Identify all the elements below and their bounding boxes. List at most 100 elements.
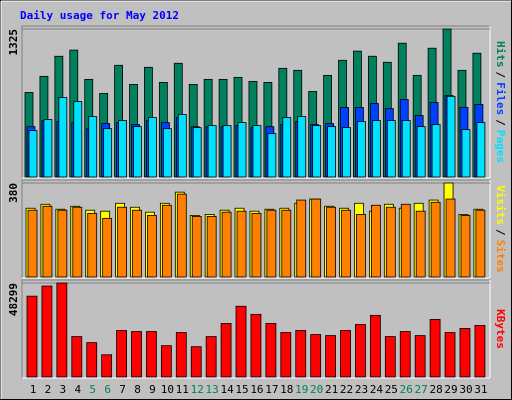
bar — [56, 282, 68, 378]
x-tick-label: 2 — [45, 383, 52, 396]
x-tick-label: 18 — [280, 383, 293, 396]
bar — [357, 121, 366, 178]
bar — [369, 314, 381, 378]
bar — [414, 335, 426, 378]
bar — [385, 206, 396, 278]
bar — [250, 313, 262, 378]
bar — [88, 116, 98, 178]
bar — [222, 125, 232, 178]
x-tick-label: 28 — [429, 383, 442, 396]
bar — [475, 209, 486, 278]
y-tick-label: 1325 — [7, 29, 20, 56]
bar — [26, 295, 38, 378]
bar — [415, 210, 426, 278]
bar — [356, 214, 366, 278]
bar — [400, 203, 411, 278]
bar — [460, 215, 471, 278]
bar — [58, 97, 68, 178]
x-tick-label: 19 — [295, 383, 308, 396]
bar — [325, 335, 337, 378]
bar — [132, 209, 142, 278]
bar — [311, 198, 322, 278]
x-tick-label: 5 — [89, 383, 96, 396]
x-tick-label: 17 — [265, 383, 278, 396]
y-tick-label: 380 — [7, 183, 20, 203]
x-tick-label: 27 — [415, 383, 428, 396]
bar — [148, 117, 157, 178]
bar — [87, 213, 98, 278]
legend: KBytes — [494, 309, 507, 349]
bar — [266, 209, 277, 278]
bar — [340, 330, 351, 378]
legend-entry: KBytes — [494, 309, 507, 349]
x-tick-label: 8 — [134, 383, 141, 396]
x-tick-label: 7 — [119, 383, 126, 396]
bar — [310, 334, 322, 378]
bar — [444, 332, 456, 378]
bar — [459, 328, 471, 378]
bar — [342, 127, 351, 178]
bar — [430, 201, 441, 278]
bar — [297, 116, 307, 178]
x-tick-label: 11 — [176, 383, 189, 396]
bar — [177, 114, 187, 178]
bar — [176, 193, 187, 278]
bar — [221, 211, 232, 278]
bar — [355, 324, 366, 378]
bar — [42, 205, 53, 278]
bar — [474, 325, 486, 378]
bar — [133, 126, 142, 178]
bar — [370, 204, 381, 278]
bar — [429, 318, 441, 378]
x-tick-label: 12 — [191, 383, 204, 396]
bar — [296, 199, 307, 278]
legend-entry: Sites — [494, 240, 507, 273]
legend-entry: Hits — [494, 41, 507, 68]
bar — [146, 331, 157, 378]
x-tick-label: 6 — [104, 383, 111, 396]
bar — [295, 330, 307, 378]
x-tick-label: 21 — [325, 383, 338, 396]
bar — [280, 332, 292, 378]
x-tick-label: 22 — [340, 383, 353, 396]
bar — [41, 285, 53, 378]
bar — [191, 215, 202, 278]
x-tick-label: 15 — [235, 383, 248, 396]
bar — [461, 129, 471, 178]
bar — [73, 101, 83, 178]
bar — [160, 345, 172, 378]
bar — [431, 124, 441, 178]
bar — [117, 206, 127, 278]
bar — [162, 128, 172, 178]
x-tick-label: 10 — [161, 383, 174, 396]
bar — [27, 209, 38, 278]
bar — [101, 354, 113, 378]
bar — [312, 125, 322, 178]
bar — [265, 323, 277, 378]
bar — [401, 120, 411, 178]
legend: Visits / Sites — [494, 185, 507, 273]
bar — [237, 122, 247, 178]
bar — [71, 336, 83, 378]
bar — [86, 342, 98, 378]
bar — [161, 204, 172, 278]
bar — [341, 209, 351, 278]
bar — [190, 346, 202, 378]
bar — [327, 126, 337, 178]
bar — [147, 215, 157, 278]
bar — [399, 331, 411, 378]
x-tick-label: 25 — [385, 383, 398, 396]
x-tick-label: 29 — [444, 383, 457, 396]
bar — [207, 125, 217, 178]
bar — [43, 119, 53, 178]
bar — [116, 330, 127, 378]
x-tick-label: 16 — [250, 383, 263, 396]
bar — [72, 206, 83, 278]
bar — [282, 117, 292, 178]
bar — [103, 128, 113, 178]
bar — [281, 209, 292, 278]
x-tick-label: 26 — [400, 383, 413, 396]
legend-entry: Visits — [494, 185, 507, 225]
bar — [251, 213, 262, 278]
